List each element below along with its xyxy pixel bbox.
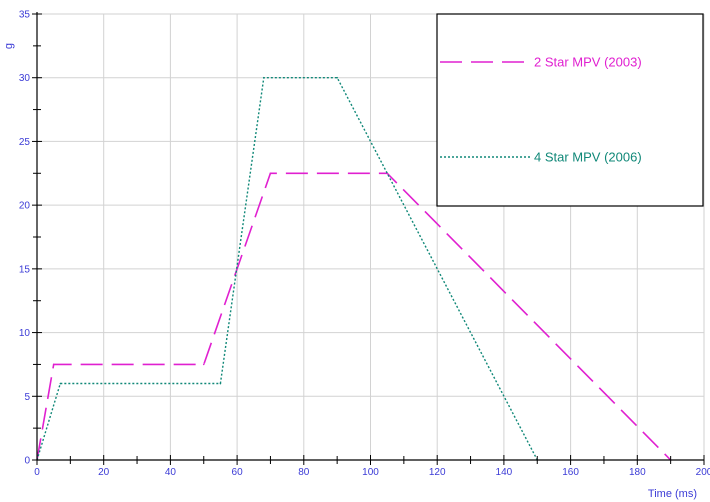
- x-tick-label: 160: [562, 467, 579, 478]
- axes: 0 20 40 60 80 100 120 140 160 180 200 0 5 10 15 20 25 30 3…: [3, 10, 710, 501]
- series-2-point: [336, 76, 338, 79]
- y-tick-label: 5: [24, 392, 30, 403]
- x-tick-label: 140: [496, 467, 513, 478]
- series-1-point: [202, 363, 205, 366]
- x-axis-title: Time (ms): [648, 488, 697, 500]
- y-tick-label: 30: [19, 73, 31, 84]
- x-tick-label: 60: [232, 467, 244, 478]
- series-1-point: [52, 363, 55, 366]
- legend-label-1: 2 Star MPV (2003): [534, 55, 642, 70]
- x-tick-label: 80: [298, 467, 310, 478]
- legend-box: [436, 13, 704, 207]
- legend-label-2: 4 Star MPV (2006): [534, 150, 642, 165]
- y-axis-title: g: [3, 43, 15, 49]
- series-2-point: [219, 382, 222, 385]
- legend: 2 Star MPV (2003) 4 Star MPV (2006): [436, 13, 704, 207]
- series-1-point: [269, 172, 272, 175]
- series-2-point: [262, 76, 265, 79]
- x-tick-label: 180: [629, 467, 646, 478]
- y-tick-label: 0: [24, 456, 30, 467]
- y-tick-label: 20: [19, 201, 31, 212]
- y-tick-label: 25: [19, 137, 31, 148]
- x-tick-label: 200: [696, 467, 710, 478]
- x-tick-label: 100: [362, 467, 379, 478]
- series-line-1: [36, 172, 672, 461]
- y-tick-label: 15: [19, 264, 31, 275]
- x-tick-label: 40: [165, 467, 177, 478]
- x-tick-label: 120: [429, 467, 446, 478]
- y-tick-label: 10: [19, 328, 31, 339]
- series-2-point: [59, 382, 62, 385]
- x-tick-label: 20: [98, 467, 110, 478]
- x-tick-label: 0: [34, 467, 40, 478]
- y-tick-label: 35: [19, 10, 31, 21]
